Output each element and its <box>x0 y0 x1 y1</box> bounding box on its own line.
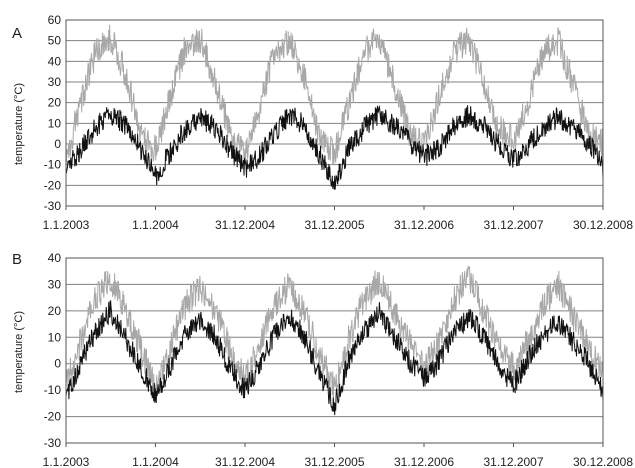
x-tick-label: 31.12.2007 <box>483 218 543 232</box>
y-tick-label: -30 <box>44 199 62 213</box>
x-tick-label: 31.12.2007 <box>483 455 543 468</box>
x-tick-label: 1.1.2004 <box>132 218 179 232</box>
x-tick-label: 31.12.2006 <box>394 455 454 468</box>
x-tick-label: 31.12.2004 <box>215 455 275 468</box>
y-tick-label: 40 <box>48 251 62 265</box>
x-tick-label: 31.12.2005 <box>304 455 364 468</box>
x-tick-labels: 1.1.2003 1.1.2004 31.12.2004 31.12.2005 31.1… <box>43 206 633 232</box>
y-tick-labels: -30 -20 -10 0 10 20 30 40 <box>44 251 62 450</box>
panel-a: A temperature (°C) -30 -20 -10 0 10 20 30 40 50 6… <box>12 13 633 232</box>
x-tick-label: 31.12.2004 <box>215 218 275 232</box>
x-tick-label: 31.12.2005 <box>304 218 364 232</box>
panel-label: B <box>12 251 22 268</box>
panel-label: A <box>12 25 22 42</box>
y-tick-label: 40 <box>48 54 62 68</box>
y-tick-label: 10 <box>48 116 62 130</box>
y-tick-label: 30 <box>48 75 62 89</box>
plot-frame <box>65 257 604 444</box>
y-tick-label: 0 <box>54 357 61 371</box>
x-tick-label: 1.1.2003 <box>43 455 90 468</box>
plot-frame <box>65 19 604 207</box>
series-lines <box>65 265 604 416</box>
panel-b: B temperature (°C) -30 -20 -10 0 10 20 30 40 1.… <box>12 251 633 468</box>
y-axis-title: temperature (°C) <box>13 83 25 165</box>
y-tick-label: -10 <box>44 383 62 397</box>
y-tick-label: 10 <box>48 330 62 344</box>
series-lines <box>65 24 604 190</box>
x-tick-label: 30.12.2008 <box>573 455 633 468</box>
y-tick-label: 20 <box>48 96 62 110</box>
y-tick-label: -10 <box>44 158 62 172</box>
series-line <box>65 24 604 165</box>
x-tick-label: 1.1.2004 <box>132 455 179 468</box>
series-line <box>65 300 604 416</box>
y-tick-label: 20 <box>48 304 62 318</box>
y-tick-label: -20 <box>44 410 62 424</box>
y-tick-label: -20 <box>44 178 62 192</box>
y-axis-title: temperature (°C) <box>13 311 25 393</box>
x-tick-label: 1.1.2003 <box>43 218 90 232</box>
y-tick-label: 0 <box>54 137 61 151</box>
y-tick-label: 30 <box>48 277 62 291</box>
x-tick-label: 31.12.2006 <box>394 218 454 232</box>
y-tick-label: -30 <box>44 436 62 450</box>
x-tick-label: 30.12.2008 <box>573 218 633 232</box>
y-tick-labels: -30 -20 -10 0 10 20 30 40 50 60 <box>44 13 62 213</box>
y-tick-label: 60 <box>48 13 62 27</box>
y-tick-label: 50 <box>48 34 62 48</box>
x-tick-labels: 1.1.2003 1.1.2004 31.12.2004 31.12.2005 31.1… <box>43 443 633 468</box>
series-line <box>65 104 604 190</box>
